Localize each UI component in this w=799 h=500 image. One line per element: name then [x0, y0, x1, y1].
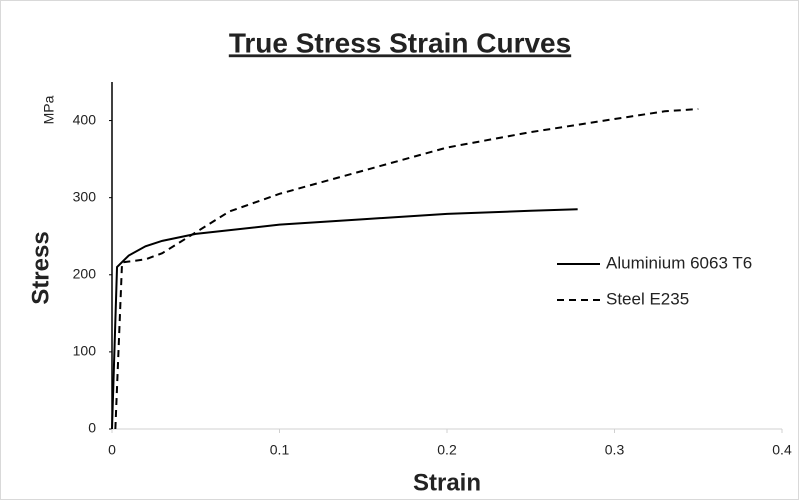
- x-axis-label: Strain: [413, 469, 481, 496]
- y-tick-label: 100: [73, 343, 97, 359]
- series-line: [114, 107, 699, 430]
- x-tick-label: 0.3: [605, 442, 625, 458]
- x-tick-label: 0.2: [437, 442, 457, 458]
- legend-label: Aluminium 6063 T6: [606, 253, 752, 272]
- series-line: [111, 208, 578, 430]
- y-tick-label: 400: [73, 111, 97, 127]
- y-tick-label: 0: [88, 420, 96, 436]
- x-tick-label: 0.4: [772, 442, 792, 458]
- y-tick-label: 200: [73, 265, 97, 281]
- chart-title: True Stress Strain Curves: [229, 27, 571, 58]
- y-unit: MPa: [41, 95, 57, 124]
- legend-label: Steel E235: [606, 289, 689, 308]
- y-axis-label: Stress: [27, 231, 54, 304]
- y-tick-label: 300: [73, 188, 97, 204]
- x-tick-label: 0.1: [270, 442, 290, 458]
- x-tick-label: 0: [108, 442, 116, 458]
